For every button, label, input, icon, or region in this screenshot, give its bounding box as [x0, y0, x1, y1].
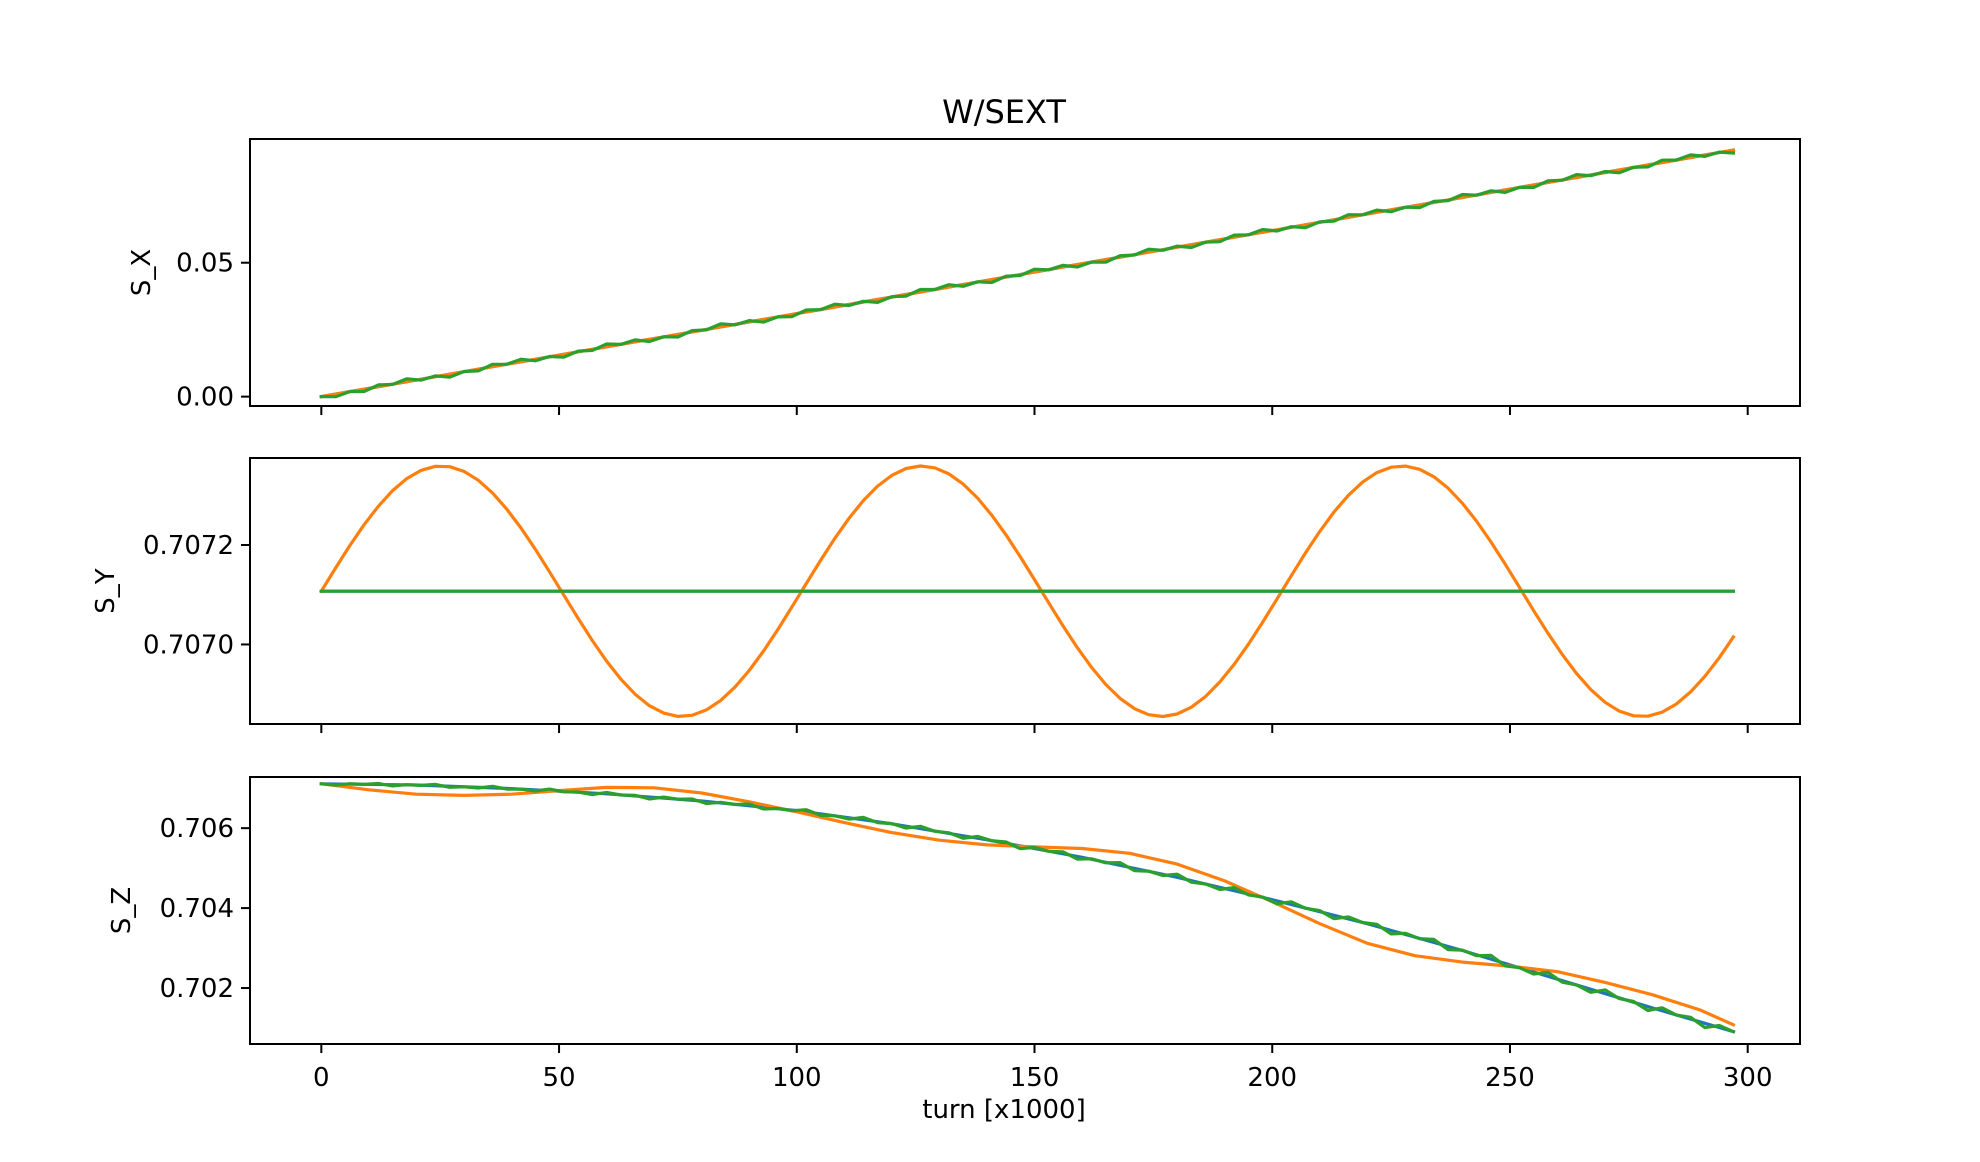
sy-axes-frame: [249, 457, 1801, 725]
x-tick-label: 50: [543, 1063, 576, 1093]
sz-series-1-line: [319, 782, 1736, 1027]
x-tick-label: 100: [772, 1063, 822, 1093]
x-tick-label: 250: [1485, 1063, 1535, 1093]
sy-y-tick-label: 0.7072: [143, 531, 234, 561]
chart-title: W/SEXT: [942, 93, 1066, 131]
sz-y-axis-label: S_Z: [107, 887, 137, 934]
x-tick-label: 0: [313, 1063, 330, 1093]
sy-series-group: [319, 464, 1736, 719]
subplot-sx: 0.00 0.05 S_X: [127, 138, 1801, 415]
sy-y-axis-label: S_Y: [91, 568, 121, 614]
subplot-sz: 0.702 0.704 0.706 S_Z 0 50 100 150 200 250 300: [107, 776, 1801, 1093]
x-tick-label: 200: [1247, 1063, 1297, 1093]
x-axis-label: turn [x1000]: [922, 1095, 1086, 1125]
sz-series-0-line: [319, 782, 1736, 1034]
sx-y-axis-label: S_X: [127, 249, 157, 296]
sx-axes-frame: [249, 138, 1801, 407]
sy-y-tick-label: 0.7070: [143, 630, 234, 660]
sz-y-tick-label: 0.706: [160, 814, 234, 844]
sz-y-tick-label: 0.704: [160, 894, 234, 924]
x-tick-label: 150: [1010, 1063, 1060, 1093]
sz-axes-frame: [249, 776, 1801, 1045]
x-tick-label: 300: [1723, 1063, 1773, 1093]
sy-series-1-line: [319, 464, 1736, 719]
sz-y-tick-label: 0.702: [160, 974, 234, 1004]
subplot-sy: 0.7070 0.7072 S_Y: [91, 457, 1801, 733]
sx-y-tick-label: 0.00: [176, 383, 234, 413]
sx-series-2-line: [319, 150, 1736, 399]
sz-series-group: [319, 781, 1736, 1034]
sx-series-group: [319, 148, 1736, 399]
sz-series-2-line: [319, 781, 1736, 1034]
sx-y-tick-label: 0.05: [176, 249, 234, 279]
